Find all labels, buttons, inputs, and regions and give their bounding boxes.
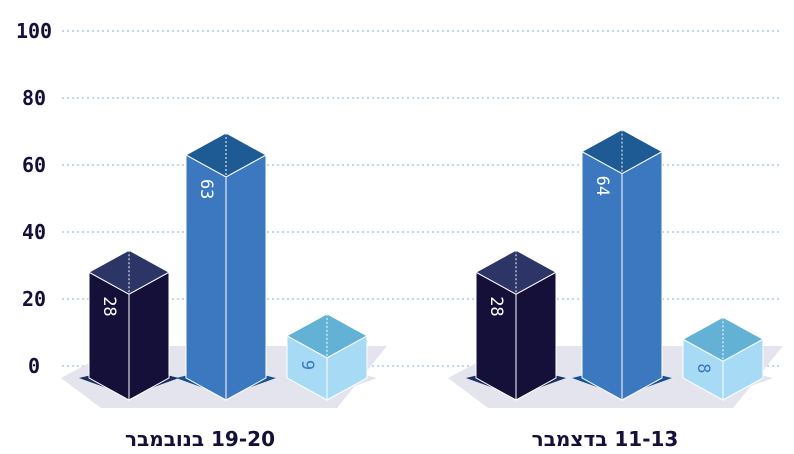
data-label: 9: [297, 360, 317, 370]
group-label: 11-13 בדצמבר: [532, 427, 679, 451]
data-label: 63: [196, 179, 216, 199]
group-label: 19-20 בנובמבר: [125, 427, 275, 451]
bar-side: [621, 150, 663, 401]
labels: 0 20 40 60 80 100 28 63 9 19-20 בנובמבר 28 64 8 11-13…: [16, 19, 713, 451]
y-tick-label: 0: [28, 354, 40, 378]
data-label: 28: [486, 296, 506, 316]
bars: [79, 129, 773, 401]
gridlines: [62, 30, 782, 367]
y-tick-label: 80: [22, 86, 46, 110]
y-tick-label: 20: [22, 287, 46, 311]
y-tick-label: 60: [22, 153, 46, 177]
data-label: 28: [99, 296, 119, 316]
data-label: 8: [693, 363, 713, 373]
bar-side: [225, 154, 267, 401]
y-tick-label: 100: [16, 19, 52, 43]
bar-top: [474, 249, 558, 295]
y-tick-label: 40: [22, 220, 46, 244]
data-label: 64: [592, 176, 612, 196]
bar-top: [87, 249, 171, 295]
